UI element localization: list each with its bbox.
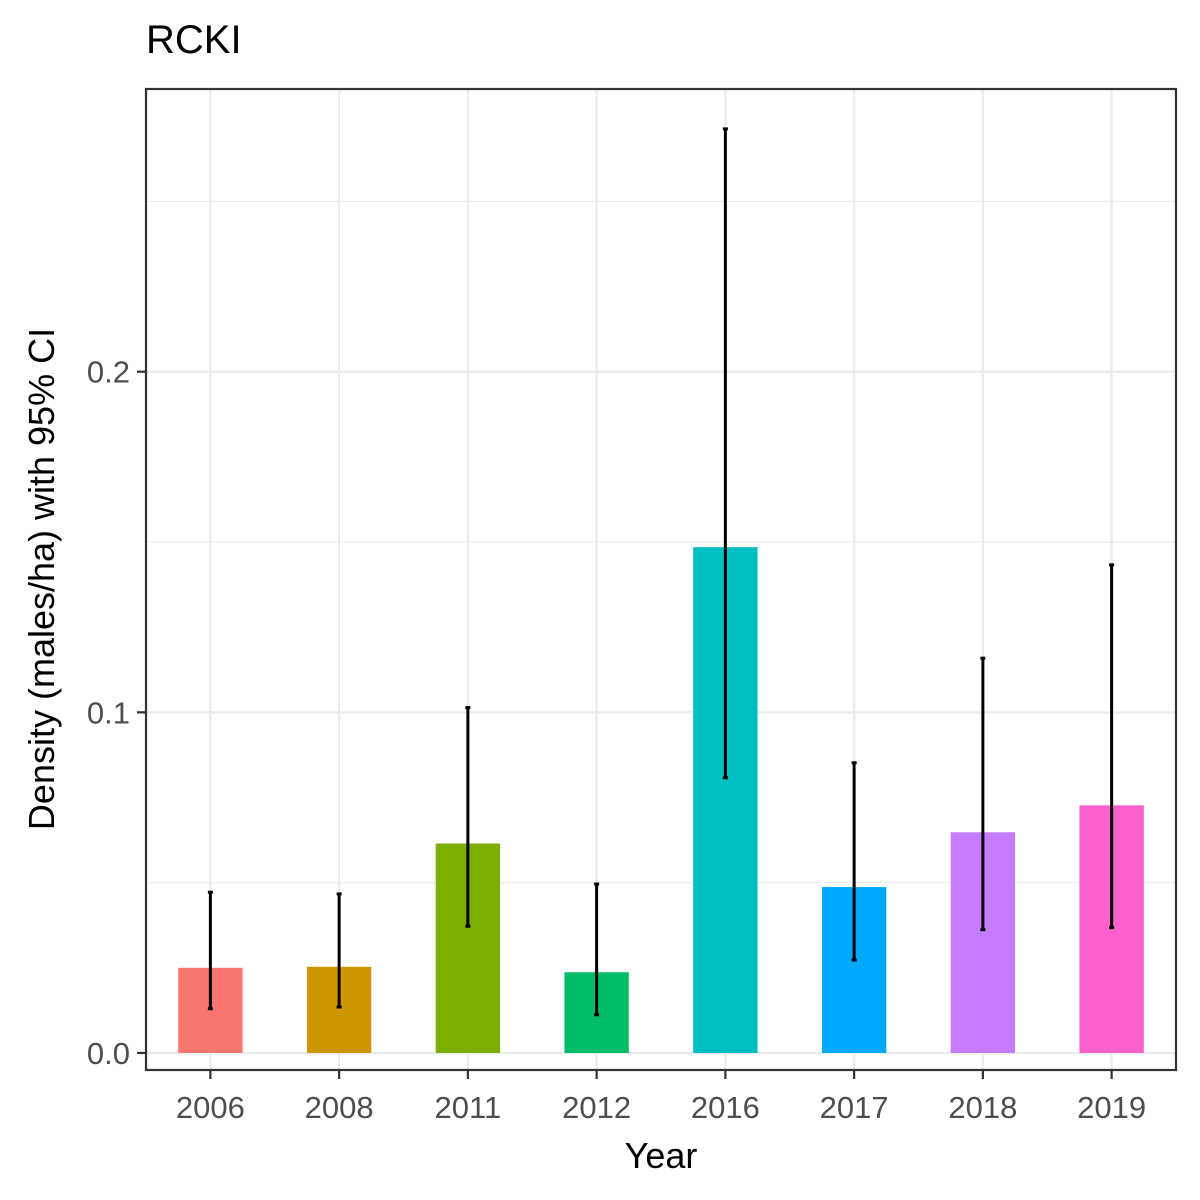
x-tick-label: 2017 <box>820 1090 889 1125</box>
x-axis: 2006 2008 2011 2012 2016 2017 2018 2019 <box>176 1070 1146 1125</box>
error-bars <box>207 127 1115 1017</box>
chart-title: RCKI <box>146 18 242 62</box>
plot-border <box>144 87 1178 1072</box>
error-bar-2011 <box>465 706 471 928</box>
error-bar-2018 <box>980 656 986 932</box>
y-tick-label: 0.0 <box>87 1036 130 1071</box>
error-bar-2012 <box>594 882 600 1017</box>
y-tick-label: 0.1 <box>87 695 130 730</box>
x-tick-label: 2006 <box>176 1090 245 1125</box>
x-tick-label: 2012 <box>562 1090 631 1125</box>
x-tick-label: 2011 <box>435 1090 502 1125</box>
plot-background <box>146 89 1176 1070</box>
y-axis: 0.0 0.1 0.2 <box>87 355 146 1071</box>
y-axis-title: Density (males/ha) with 95% CI <box>21 328 62 830</box>
error-bar-2017 <box>851 761 857 962</box>
error-bar-2008 <box>336 892 342 1009</box>
error-bar-2019 <box>1109 563 1115 930</box>
x-tick-label: 2016 <box>691 1090 760 1125</box>
x-tick-label: 2019 <box>1077 1090 1146 1125</box>
y-tick-label: 0.2 <box>87 355 130 390</box>
x-axis-title: Year <box>625 1135 698 1176</box>
error-bar-2006 <box>207 890 213 1011</box>
x-tick-label: 2018 <box>948 1090 1017 1125</box>
x-tick-label: 2008 <box>305 1090 374 1125</box>
error-bar-2016 <box>722 127 728 780</box>
